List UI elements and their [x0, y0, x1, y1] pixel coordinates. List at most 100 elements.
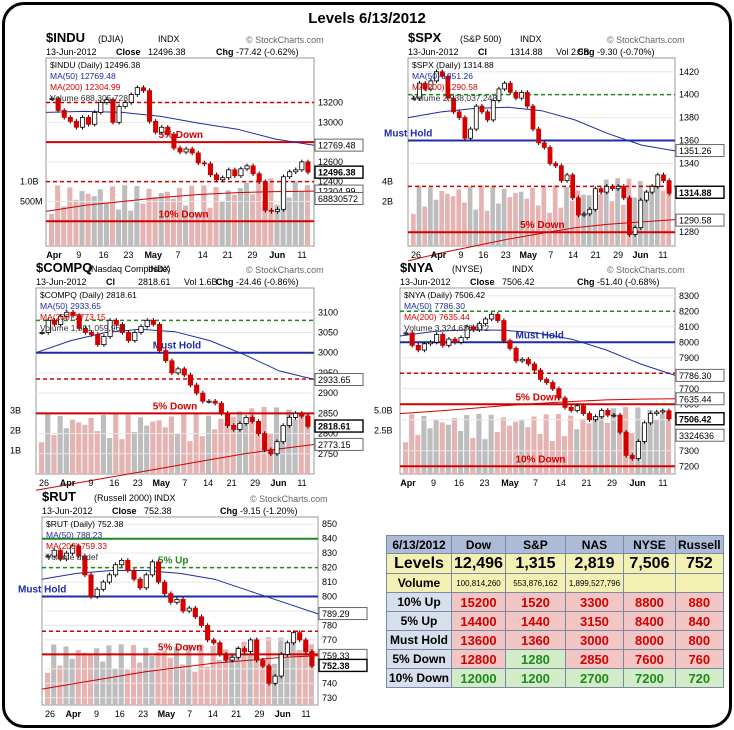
volume-bar — [222, 649, 229, 705]
volume-bar — [187, 441, 193, 474]
table-row: Must Hold 13600 1360 3000 8000 800 — [385, 630, 724, 650]
level-label: Must Hold — [18, 585, 66, 596]
volume-bar — [473, 209, 479, 246]
volume-bar — [569, 200, 575, 246]
price-candle — [648, 413, 654, 424]
volume-bar — [49, 213, 55, 246]
table-cell: 1280 — [504, 649, 566, 669]
volume-bar — [500, 417, 506, 474]
price-candle — [473, 105, 479, 130]
price-candle — [434, 71, 439, 82]
chg-caption: Chg — [577, 277, 595, 287]
price-candle — [57, 549, 63, 560]
price-candle — [629, 454, 635, 459]
price-candle — [575, 197, 581, 216]
close-value: 1314.88 — [510, 47, 543, 57]
value-tag-text: 1290.58 — [679, 216, 712, 226]
price-candle — [200, 392, 206, 402]
level-label: Must Hold — [516, 330, 564, 341]
volume-bar — [119, 439, 125, 474]
x-tick-label: 11 — [658, 478, 667, 488]
price-candle — [587, 208, 593, 215]
price-candle — [519, 358, 525, 362]
price-candle — [293, 169, 299, 173]
value-tag-text: 789.29 — [322, 609, 350, 619]
price-candle — [635, 441, 641, 459]
volume-bar — [598, 411, 604, 474]
volume-bar — [116, 209, 122, 246]
volume-bar — [445, 424, 451, 474]
price-candle — [610, 185, 615, 190]
volume-bar — [552, 185, 558, 246]
volume-bar — [304, 185, 310, 246]
volume-bar — [250, 194, 256, 246]
price-candle — [113, 319, 119, 325]
price-candle — [175, 368, 181, 374]
price-candle — [255, 421, 262, 434]
volume-bar — [76, 422, 82, 474]
value-tag — [314, 192, 364, 206]
price-candle — [63, 552, 70, 560]
levels-table: 6/13/2012 Dow S&P NAS NYSE Russell Levels 12,49… — [385, 535, 724, 688]
price-candle — [147, 90, 153, 122]
price-candle — [241, 648, 247, 652]
legend-entry: MA(200) 7635.44 — [404, 312, 470, 322]
index-name: (S&P 500) — [460, 34, 501, 44]
x-tick-label: 23 — [123, 250, 133, 260]
y-tick-label: 800 — [322, 592, 337, 602]
volume-bar — [304, 414, 310, 474]
volume-caption: Vol 1.6B — [184, 277, 218, 287]
price-candle — [110, 99, 116, 123]
price-candle — [417, 82, 422, 99]
price-candle — [223, 653, 229, 661]
price-candle — [207, 163, 213, 176]
table-column-header: Russell — [674, 535, 724, 554]
volume-bar — [268, 178, 274, 246]
price-candle — [507, 82, 513, 93]
volume-bar — [530, 187, 535, 246]
table-cell: 7,506 — [622, 553, 676, 574]
volume-bar — [39, 442, 45, 474]
volume-bar — [507, 197, 513, 246]
x-tick-label: May — [520, 250, 538, 260]
y-tick-label: 2800 — [318, 429, 338, 439]
legend-entry: MA(50) 788.23 — [46, 530, 102, 540]
price-candle — [439, 71, 445, 77]
x-tick-label: 9 — [458, 250, 463, 260]
legend-entry: MA(50) 1351.26 — [412, 71, 473, 81]
x-tick-label: 29 — [250, 478, 260, 488]
volume-bar — [513, 193, 518, 246]
volume-bar — [665, 414, 671, 474]
volume-bar — [192, 671, 198, 705]
volume-bar — [201, 185, 207, 246]
y-tick-label: 8000 — [679, 337, 699, 347]
x-tick-label: 11 — [658, 250, 667, 260]
price-candle — [106, 574, 112, 583]
table-cell — [622, 573, 676, 593]
volume-bar — [106, 645, 112, 705]
y-tick-label: 13000 — [318, 117, 343, 127]
x-tick-label: 16 — [99, 250, 109, 260]
table-cell: 800 — [674, 630, 724, 650]
price-candle — [403, 332, 409, 335]
x-tick-label: Jun — [271, 478, 287, 488]
price-candle — [137, 578, 143, 589]
price-candle — [206, 400, 212, 403]
volume-bar — [213, 186, 219, 246]
date-label: 13-Jun-2012 — [400, 277, 451, 287]
price-candle — [422, 82, 428, 90]
close-value: 12496.38 — [148, 47, 186, 57]
volume-bar — [531, 416, 537, 474]
x-tick-label: 14 — [556, 478, 566, 488]
volume-bar — [616, 429, 623, 474]
price-candle — [568, 406, 574, 411]
price-candle — [168, 593, 174, 603]
y-tick-label: 1340 — [679, 158, 699, 168]
price-candle — [163, 350, 169, 362]
volume-bar — [541, 185, 547, 246]
volume-bar — [51, 434, 57, 474]
close-value: 2818.61 — [138, 277, 171, 287]
volume-bar — [467, 186, 473, 246]
volume-bar — [496, 203, 501, 246]
price-candle — [654, 411, 660, 414]
